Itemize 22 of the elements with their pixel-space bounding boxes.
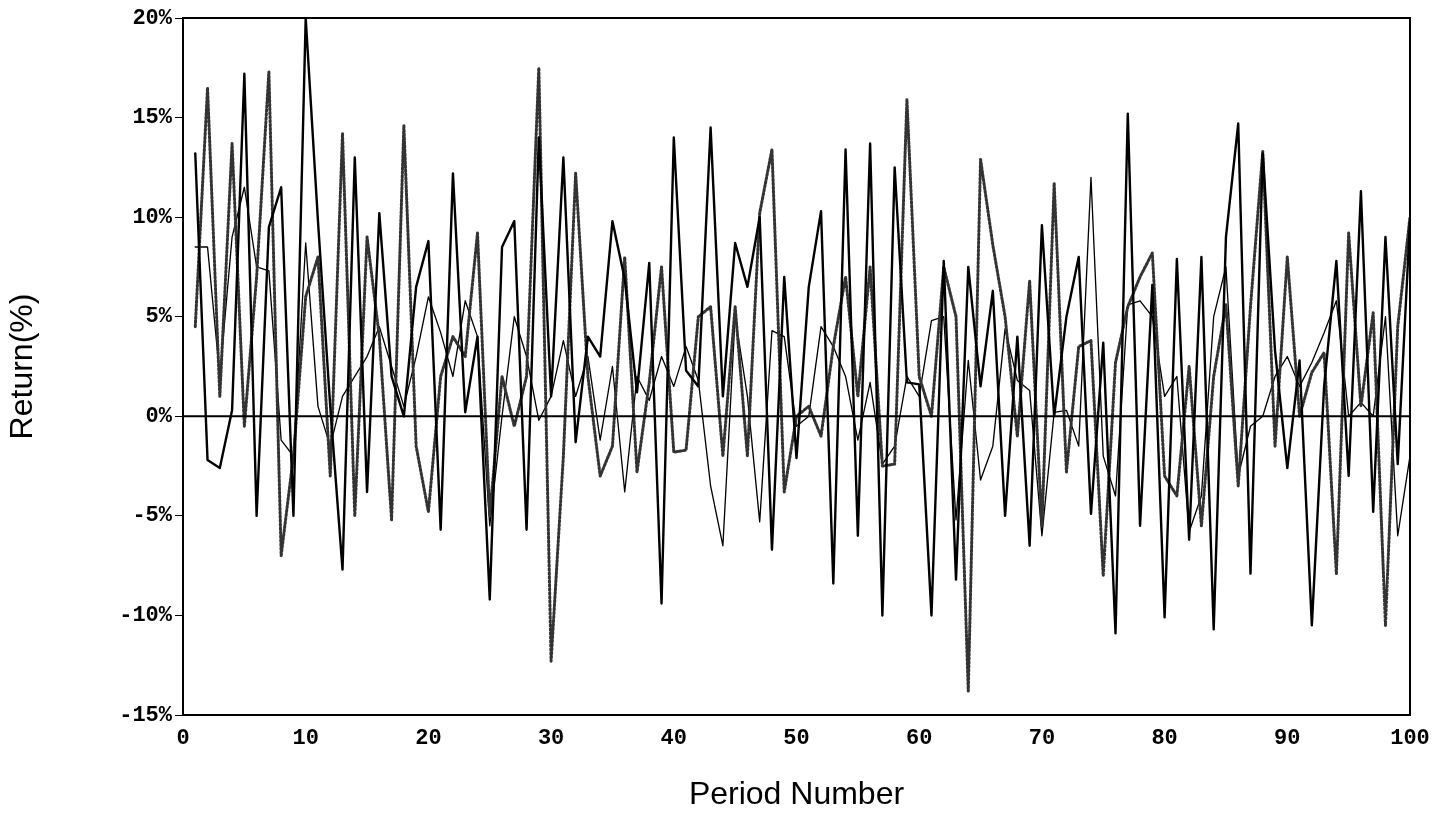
- x-tick-label: 100: [1390, 725, 1430, 751]
- y-tick-label: 0%: [145, 403, 173, 429]
- x-tick-label: 10: [292, 725, 319, 751]
- y-tick-label: -15%: [119, 702, 173, 728]
- y-tick-label: -5%: [132, 503, 173, 529]
- x-tick-label: 60: [906, 725, 933, 751]
- x-tick-label: 20: [415, 725, 442, 751]
- x-tick-label: 70: [1028, 725, 1056, 751]
- y-tick-label: -10%: [119, 602, 173, 628]
- x-tick-label: 90: [1274, 725, 1301, 751]
- x-tick-label: 30: [537, 725, 565, 751]
- x-tick-label: 50: [783, 725, 810, 751]
- x-tick-label: 0: [176, 725, 190, 751]
- y-axis-title: Return(%): [3, 293, 40, 440]
- x-tick-label: 80: [1151, 725, 1178, 751]
- x-tick-label: 40: [660, 725, 687, 751]
- line-series: [193, 66, 1410, 693]
- x-axis-title: Period Number: [688, 774, 905, 811]
- y-tick-label: 5%: [145, 304, 173, 330]
- y-tick-label: 10%: [132, 204, 173, 230]
- y-tick-label: 15%: [132, 105, 173, 131]
- y-tick-label: 20%: [132, 5, 173, 31]
